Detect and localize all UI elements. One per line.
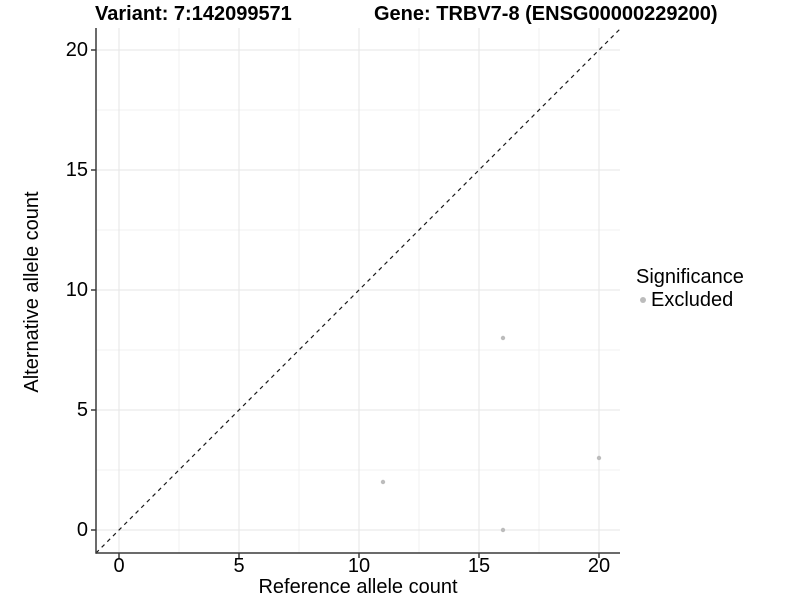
data-point [380, 479, 386, 485]
legend-title: Significance [636, 266, 744, 288]
legend: Significance Excluded [636, 266, 744, 311]
x-tick-label: 15 [467, 555, 491, 577]
legend-item-excluded: Excluded [636, 289, 744, 311]
data-point [596, 455, 602, 461]
data-point [500, 335, 506, 341]
y-axis-title: Alternative allele count [21, 191, 43, 393]
y-tick-label: 20 [65, 39, 88, 61]
variant-title: Variant: 7:142099571 [95, 3, 292, 25]
y-tick-label: 0 [76, 519, 88, 541]
x-tick-label: 10 [347, 555, 371, 577]
y-tick-label: 15 [65, 159, 88, 181]
x-tick-label: 20 [587, 555, 611, 577]
x-tick-label: 5 [233, 555, 245, 577]
gene-title: Gene: TRBV7-8 (ENSG00000229200) [374, 3, 718, 25]
identity-reference-line [95, 28, 621, 554]
x-axis-title: Reference allele count [258, 576, 458, 598]
x-tick-label: 0 [113, 555, 125, 577]
data-point [500, 527, 506, 533]
excluded-point-icon [640, 297, 646, 303]
legend-item-label: Excluded [651, 289, 734, 311]
y-tick-label: 5 [76, 399, 88, 421]
y-tick-label: 10 [65, 279, 88, 301]
